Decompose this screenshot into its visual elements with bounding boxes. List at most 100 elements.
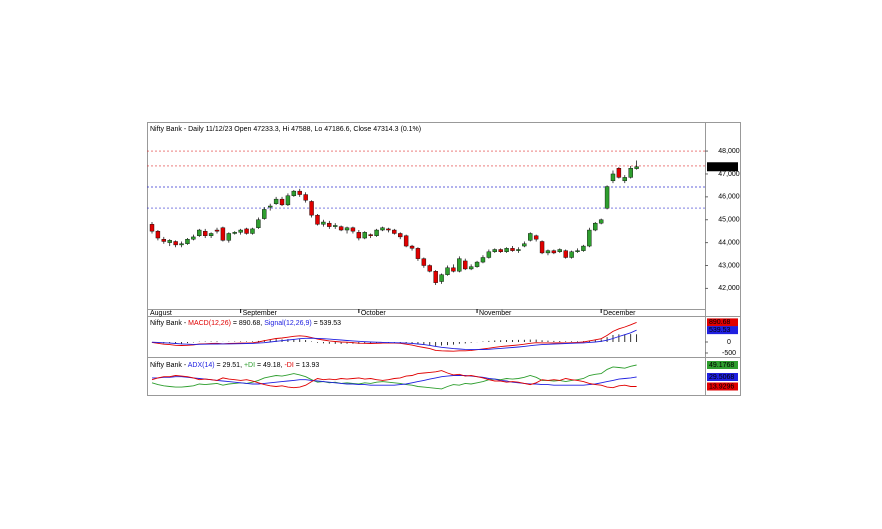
value-box-label: 890.68 [709, 319, 731, 326]
candle-body [309, 201, 314, 216]
candle-body [202, 230, 208, 236]
panel-title: Nifty Bank - ADX(14) = 29.51, +DI = 49.1… [150, 362, 319, 369]
candle-body [167, 240, 172, 243]
value-box-label: 49.1768 [709, 362, 734, 369]
value-box-label: 539.53 [709, 327, 731, 334]
x-tick-label: August [150, 310, 172, 317]
candle-body [392, 229, 397, 234]
candle-body [333, 225, 338, 227]
candle-body [522, 243, 527, 247]
y-tick-label: 46,000 [718, 194, 740, 201]
candle-body [155, 230, 161, 239]
candle-body [273, 198, 279, 204]
candle-body [344, 227, 350, 231]
candle-body [581, 245, 586, 251]
candle-body [539, 241, 545, 254]
candle-body [421, 258, 427, 266]
value-box-label: 29.5068 [709, 374, 734, 381]
title-part: +DI [244, 362, 255, 369]
candle-body [208, 233, 214, 236]
title-part: = 29.51, [215, 362, 244, 369]
candle-body [279, 198, 285, 206]
candle-body [563, 250, 568, 258]
candle-body [415, 248, 421, 259]
title-part: = 539.53 [312, 320, 341, 327]
candle-body [427, 265, 432, 272]
candle-body [628, 168, 633, 178]
candle-body [244, 228, 249, 234]
candle-body [250, 228, 255, 234]
candle-body [504, 248, 509, 252]
candle-body [451, 267, 456, 272]
indicator-line [151, 370, 637, 389]
candle-body [262, 209, 267, 219]
candle-body [557, 249, 562, 252]
candle-body [433, 271, 438, 283]
candle-body [214, 229, 220, 232]
candle-body [362, 232, 367, 239]
y-tick-label: -500 [722, 350, 736, 357]
chart-title: Nifty Bank - Daily 11/12/23 Open 47233.3… [150, 126, 421, 133]
candle-body [622, 177, 627, 182]
candle-body [403, 235, 409, 247]
indicator-line [151, 364, 637, 390]
candle-body [291, 190, 297, 196]
candle-body [439, 274, 444, 282]
candle-body [386, 228, 391, 231]
candle-body [516, 249, 521, 251]
candle-body [149, 224, 155, 232]
candle-body [303, 194, 308, 201]
candle-body [256, 219, 261, 228]
candle-body [179, 243, 184, 246]
candle-body [161, 238, 167, 242]
candle-body [575, 250, 580, 252]
value-box [707, 318, 738, 327]
candle-body [368, 234, 373, 236]
indicator-line [152, 375, 637, 386]
x-tick-label: October [361, 310, 387, 317]
candle-body [285, 195, 291, 206]
title-part: MACD(12,26) [188, 320, 231, 327]
candle-body [356, 232, 362, 239]
value-box [707, 382, 738, 391]
indicator-line [151, 329, 637, 351]
candle-body [604, 186, 610, 209]
candle-body [220, 227, 226, 241]
candle-body [398, 233, 403, 238]
candle-body [569, 251, 574, 258]
candle-body [197, 229, 202, 236]
candle-body [551, 250, 557, 254]
candle-body [350, 227, 356, 232]
candle-body [457, 258, 462, 272]
title-part: Nifty Bank - [150, 320, 188, 327]
title-part: ADX(14) [188, 362, 215, 369]
title-part: Nifty Bank - [150, 362, 188, 369]
candle-body [587, 229, 592, 247]
title-part: = 13.93 [294, 362, 320, 369]
candle-body [533, 235, 539, 240]
value-box-label: 13.9296 [709, 383, 734, 390]
candle-body [173, 241, 178, 246]
candle-body [610, 173, 616, 182]
y-tick-label: 48,000 [718, 148, 740, 155]
candle-body [185, 238, 190, 244]
candle-body [486, 251, 492, 258]
candle-body [463, 260, 468, 270]
panel-title: Nifty Bank - MACD(12,26) = 890.68, Signa… [150, 320, 341, 327]
candle-body [268, 205, 273, 208]
candle-body [226, 233, 232, 241]
candle-body [232, 232, 237, 234]
x-tick-label: November [479, 310, 512, 317]
last-price-box [707, 162, 738, 172]
candle-body [380, 227, 385, 231]
candle-body [409, 245, 415, 249]
candle-body [593, 222, 598, 231]
candle-body [338, 226, 344, 231]
candle-body [545, 250, 551, 254]
candle-body [480, 257, 486, 263]
candle-body [474, 261, 480, 267]
chart-frame [147, 122, 741, 396]
y-tick-label: 0 [727, 339, 731, 346]
x-tick-label: September [243, 310, 278, 317]
